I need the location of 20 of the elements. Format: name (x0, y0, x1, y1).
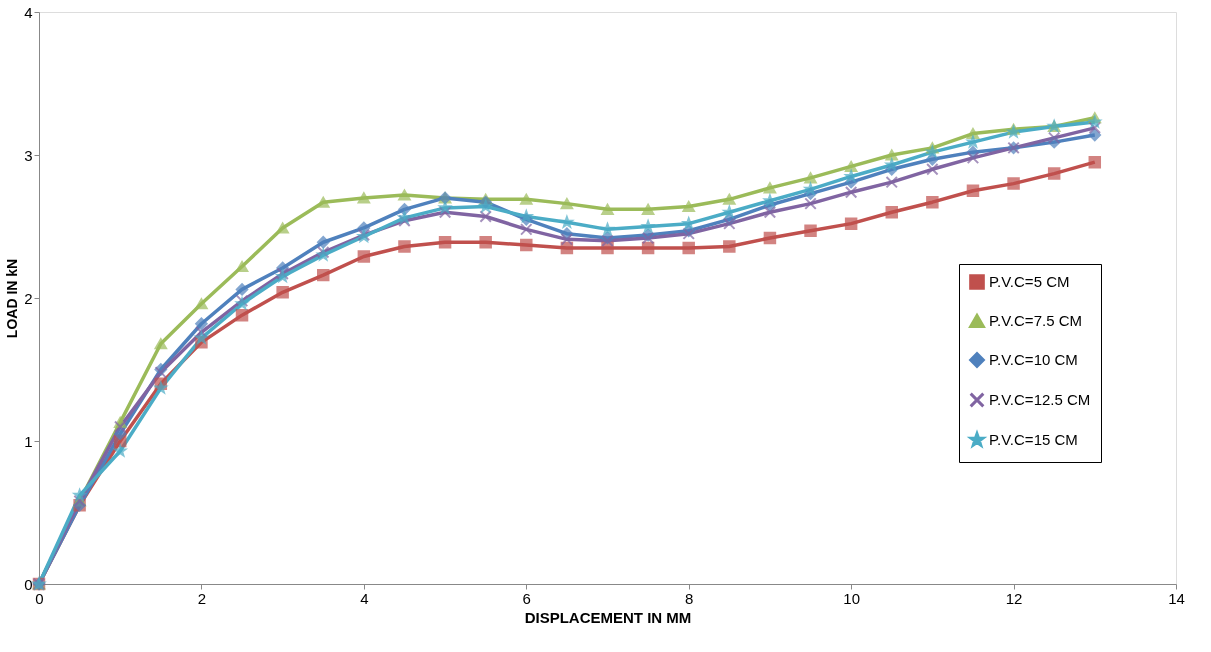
legend-label: P.V.C=12.5 CM (989, 391, 1091, 408)
x-tick-label: 2 (197, 589, 207, 607)
x-tick-label: 6 (522, 589, 531, 607)
x-tick-label: 8 (685, 589, 694, 607)
x-tick-label: 12 (1005, 589, 1023, 607)
y-tick-label: 4 (24, 3, 33, 21)
y-axis-title: LOAD IN kN (4, 258, 21, 339)
x-tick-label: 10 (843, 589, 860, 607)
x-axis-title: DISPLACEMENT IN MM (524, 608, 692, 626)
y-tick-label: 1 (24, 432, 33, 450)
legend-label: P.V.C=5 CM (989, 273, 1070, 290)
x-tick-label: 0 (35, 589, 44, 607)
legend-label: P.V.C=10 CM (989, 351, 1078, 368)
y-tick-label: 2 (24, 289, 33, 307)
legend-label: P.V.C=15 CM (989, 431, 1078, 448)
y-tick-label: 3 (24, 146, 33, 164)
x-tick-label: 4 (360, 589, 369, 607)
legend-label: P.V.C=7.5 CM (989, 312, 1082, 329)
y-tick-label: 0 (24, 575, 33, 593)
x-tick-label: 14 (1168, 589, 1185, 607)
